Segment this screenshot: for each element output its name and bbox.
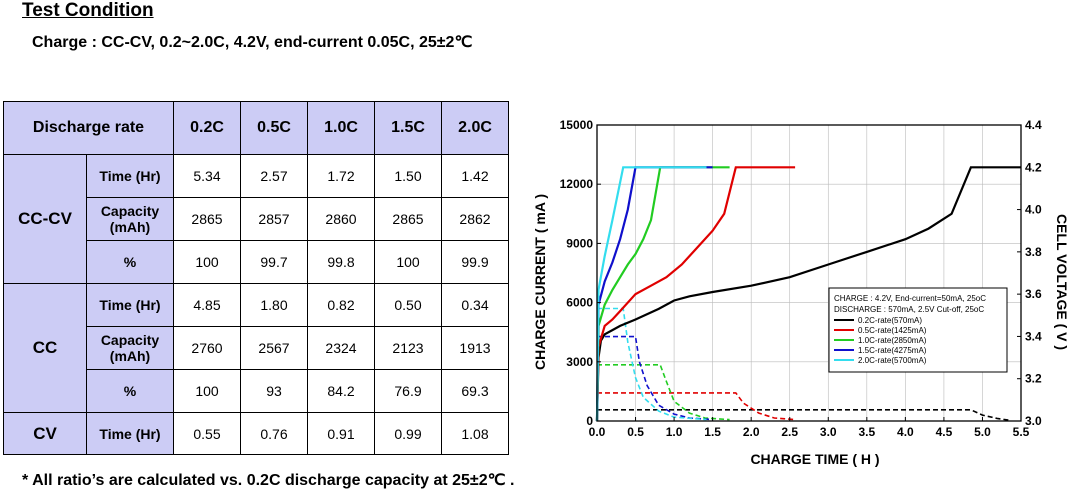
table-cell: 0.34 <box>441 283 509 327</box>
legend-note: CHARGE : 4.2V, End-current=50mA, 25oC <box>834 294 986 303</box>
table-cell: 2567 <box>240 326 308 370</box>
table-cell: 2760 <box>173 326 241 370</box>
table-header-0.2c: 0.2C <box>173 101 241 155</box>
legend-items: 0.2C-rate(570mA)0.5C-rate(1425mA)1.0C-ra… <box>834 316 927 365</box>
table-cell: 2123 <box>374 326 442 370</box>
y-tick-label: 9000 <box>566 236 593 250</box>
current-curve <box>597 392 796 421</box>
x-axis-title: CHARGE TIME ( H ) <box>750 451 879 467</box>
x-tick-label: 0.0 <box>589 425 606 439</box>
table-cell: 99.9 <box>441 240 509 284</box>
x-tick-label: 2.0 <box>743 425 760 439</box>
group-label-cv: CV <box>3 412 87 455</box>
y2-tick-label: 3.0 <box>1025 414 1042 428</box>
y2-tick-label: 3.2 <box>1025 372 1042 386</box>
y-axis-title: CHARGE CURRENT ( mA ) <box>532 194 548 370</box>
table-header-discharge-rate: Discharge rate <box>3 101 174 155</box>
group-label-cc: CC <box>3 283 87 413</box>
y-tick-label: 3000 <box>566 355 593 369</box>
table-cell: 84.2 <box>307 369 375 413</box>
current-curve <box>597 335 713 421</box>
y-tick-label: 15000 <box>560 118 594 132</box>
table-cell: 0.50 <box>374 283 442 327</box>
table-header-0.5c: 0.5C <box>240 101 308 155</box>
row-label: Time (Hr) <box>86 283 174 327</box>
voltage-curve <box>595 166 1021 422</box>
y2-tick-label: 4.2 <box>1025 160 1042 174</box>
row-label: Time (Hr) <box>86 412 174 455</box>
y2-tick-label: 3.6 <box>1025 287 1042 301</box>
table-cell: 69.3 <box>441 369 509 413</box>
voltage-curve <box>595 166 707 422</box>
current-curve <box>597 363 730 421</box>
x-tick-label: 5.0 <box>974 425 991 439</box>
table-cell: 1913 <box>441 326 509 370</box>
y-tick-label: 6000 <box>566 296 593 310</box>
plot-frame <box>596 124 1022 422</box>
discharge-rate-table: Discharge rate 0.2C 0.5C 1.0C 1.5C 2.0C … <box>3 101 509 455</box>
voltage-curve <box>595 166 713 422</box>
y2-tick-label: 3.4 <box>1025 329 1042 343</box>
legend-note: DISCHARGE : 570mA, 2.5V Cut-off, 25oC <box>834 305 984 314</box>
legend-label: 0.2C-rate(570mA) <box>858 316 922 325</box>
row-label: % <box>86 240 174 284</box>
x-tick-label: 3.5 <box>858 425 875 439</box>
legend-label: 0.5C-rate(1425mA) <box>858 326 927 335</box>
y-tick-label: 12000 <box>560 177 594 191</box>
y2-tick-label: 4.4 <box>1025 118 1042 132</box>
x-tick-label: 1.0 <box>666 425 683 439</box>
table-cell: 5.34 <box>173 154 241 198</box>
y-tick-label: 0 <box>586 414 593 428</box>
voltage-curve <box>595 166 730 422</box>
table-cell: 100 <box>173 240 241 284</box>
row-label: Capacity (mAh) <box>86 326 174 370</box>
table-header-2.0c: 2.0C <box>441 101 509 155</box>
series-layer <box>595 166 1021 422</box>
table-cell: 1.42 <box>441 154 509 198</box>
table-cell: 0.55 <box>173 412 241 455</box>
legend-label: 2.0C-rate(5700mA) <box>858 356 927 365</box>
table-cell: 0.76 <box>240 412 308 455</box>
table-header-1.5c: 1.5C <box>374 101 442 155</box>
current-curve <box>597 307 707 421</box>
x-tick-label: 0.5 <box>627 425 644 439</box>
table-cell: 1.08 <box>441 412 509 455</box>
legend-label: 1.5C-rate(4275mA) <box>858 346 927 355</box>
table-cell: 1.50 <box>374 154 442 198</box>
table-cell: 0.99 <box>374 412 442 455</box>
current-curve <box>597 408 1010 421</box>
y2-tick-label: 3.8 <box>1025 245 1042 259</box>
y2-tick-label: 4.0 <box>1025 203 1042 217</box>
charge-condition-text: Charge : CC-CV, 0.2~2.0C, 4.2V, end-curr… <box>32 34 473 51</box>
x-tick-label: 3.0 <box>820 425 837 439</box>
table-cell: 99.8 <box>307 240 375 284</box>
legend: CHARGE : 4.2V, End-current=50mA, 25oC DI… <box>828 287 1008 373</box>
row-label: Capacity (mAh) <box>86 197 174 241</box>
table-cell: 1.72 <box>307 154 375 198</box>
table-cell: 76.9 <box>374 369 442 413</box>
x-tick-label: 5.5 <box>1013 425 1030 439</box>
axis-ticks: 0.0 0.5 1.0 1.5 2.0 2.5 3.0 3.5 4.0 4.5 5.0 5.5 0 300… <box>560 118 1042 439</box>
table-cell: 2865 <box>173 197 241 241</box>
table-cell: 2860 <box>307 197 375 241</box>
voltage-curve <box>595 166 796 422</box>
x-tick-label: 4.0 <box>897 425 914 439</box>
test-condition-heading: Test Condition <box>22 0 154 21</box>
table-cell: 0.91 <box>307 412 375 455</box>
legend-box <box>828 287 1008 373</box>
x-tick-label: 4.5 <box>936 425 953 439</box>
x-tick-label: 1.5 <box>704 425 721 439</box>
group-label-cc-cv: CC-CV <box>3 154 87 284</box>
x-tick-label: 2.5 <box>781 425 798 439</box>
table-cell: 4.85 <box>173 283 241 327</box>
footnote: * All ratio’s are calculated vs. 0.2C di… <box>22 472 515 489</box>
legend-label: 1.0C-rate(2850mA) <box>858 336 927 345</box>
table-cell: 100 <box>374 240 442 284</box>
table-header-1.0c: 1.0C <box>307 101 375 155</box>
table-cell: 2.57 <box>240 154 308 198</box>
y2-axis-title: CELL VOLTAGE ( V ) <box>1054 214 1070 350</box>
table-cell: 93 <box>240 369 308 413</box>
